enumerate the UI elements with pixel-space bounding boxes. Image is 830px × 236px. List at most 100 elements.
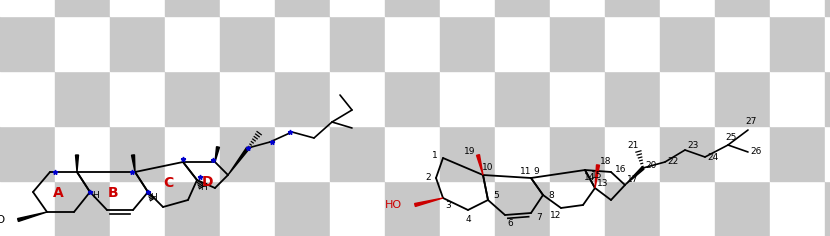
Bar xyxy=(385,0,440,16)
Text: 22: 22 xyxy=(667,157,679,167)
Bar xyxy=(495,0,550,16)
Text: 3: 3 xyxy=(445,202,451,211)
Bar xyxy=(770,71,825,126)
Bar xyxy=(0,126,55,181)
Text: 26: 26 xyxy=(750,148,762,156)
Text: 9: 9 xyxy=(533,167,539,176)
Bar xyxy=(330,71,385,126)
Text: 21: 21 xyxy=(627,140,639,149)
Polygon shape xyxy=(625,167,644,185)
Bar xyxy=(825,126,830,181)
Bar xyxy=(605,71,660,126)
Bar xyxy=(385,126,440,181)
Text: 5: 5 xyxy=(493,190,499,199)
Bar xyxy=(220,181,275,236)
Polygon shape xyxy=(17,212,47,221)
Bar xyxy=(275,71,330,126)
Bar xyxy=(0,71,55,126)
Bar xyxy=(550,0,605,16)
Text: H: H xyxy=(200,182,207,191)
Bar xyxy=(660,71,715,126)
Bar xyxy=(825,71,830,126)
Text: C: C xyxy=(163,176,173,190)
Polygon shape xyxy=(228,147,249,175)
Polygon shape xyxy=(415,198,443,206)
Bar xyxy=(605,16,660,71)
Text: 6: 6 xyxy=(507,219,513,228)
Bar xyxy=(660,126,715,181)
Text: A: A xyxy=(52,186,63,200)
Bar xyxy=(275,0,330,16)
Bar xyxy=(385,71,440,126)
Bar xyxy=(660,181,715,236)
Bar xyxy=(550,16,605,71)
Bar xyxy=(440,181,495,236)
Text: H: H xyxy=(91,190,99,199)
Text: HO: HO xyxy=(385,200,402,210)
Bar xyxy=(55,0,110,16)
Bar xyxy=(110,16,165,71)
Bar xyxy=(220,126,275,181)
Text: 27: 27 xyxy=(745,118,757,126)
Polygon shape xyxy=(215,147,219,162)
Bar xyxy=(165,71,220,126)
Bar xyxy=(825,16,830,71)
Text: 23: 23 xyxy=(687,140,699,149)
Bar xyxy=(165,16,220,71)
Polygon shape xyxy=(595,165,599,188)
Bar xyxy=(110,126,165,181)
Text: 4: 4 xyxy=(465,215,471,223)
Text: 17: 17 xyxy=(627,176,639,185)
Text: 1: 1 xyxy=(432,152,438,160)
Bar xyxy=(385,16,440,71)
Bar xyxy=(385,181,440,236)
Bar xyxy=(220,16,275,71)
Bar xyxy=(440,126,495,181)
Bar xyxy=(825,181,830,236)
Bar xyxy=(110,71,165,126)
Bar xyxy=(550,126,605,181)
Bar xyxy=(770,0,825,16)
Bar xyxy=(110,0,165,16)
Text: 11: 11 xyxy=(520,167,532,176)
Text: D: D xyxy=(201,175,212,189)
Bar xyxy=(220,71,275,126)
Bar xyxy=(605,0,660,16)
Bar xyxy=(495,181,550,236)
Bar xyxy=(440,71,495,126)
Bar xyxy=(330,16,385,71)
Text: 12: 12 xyxy=(550,211,562,220)
Polygon shape xyxy=(76,155,79,172)
Bar xyxy=(825,0,830,16)
Bar xyxy=(0,16,55,71)
Bar xyxy=(0,0,55,16)
Bar xyxy=(275,126,330,181)
Text: HO: HO xyxy=(0,215,6,225)
Text: 25: 25 xyxy=(725,132,737,142)
Bar xyxy=(770,126,825,181)
Bar xyxy=(770,16,825,71)
Bar xyxy=(275,16,330,71)
Bar xyxy=(715,126,770,181)
Bar xyxy=(550,71,605,126)
Text: 24: 24 xyxy=(707,152,719,161)
Bar xyxy=(330,126,385,181)
Bar xyxy=(605,181,660,236)
Bar xyxy=(495,71,550,126)
Text: 7: 7 xyxy=(536,214,542,223)
Bar xyxy=(165,126,220,181)
Bar xyxy=(55,71,110,126)
Text: 15: 15 xyxy=(591,170,603,180)
Bar xyxy=(605,126,660,181)
Bar xyxy=(55,126,110,181)
Bar xyxy=(330,0,385,16)
Bar xyxy=(715,181,770,236)
Bar xyxy=(660,16,715,71)
Polygon shape xyxy=(131,155,135,172)
Bar xyxy=(55,16,110,71)
Bar xyxy=(0,181,55,236)
Bar xyxy=(770,181,825,236)
Text: 18: 18 xyxy=(600,157,612,167)
Bar xyxy=(715,71,770,126)
Bar xyxy=(220,0,275,16)
